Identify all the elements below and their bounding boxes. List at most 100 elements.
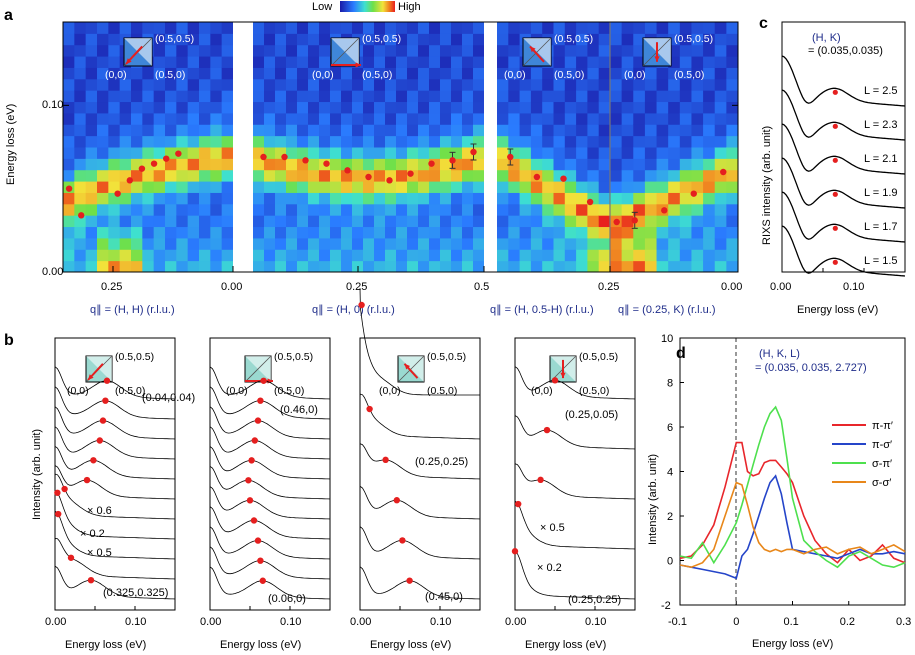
heatmap-cell [199,215,211,228]
peak-marker [428,160,435,167]
heatmap-cell [564,90,577,103]
heatmap-cell [679,192,692,205]
heatmap-cell [119,158,132,171]
b-spectrum [209,366,331,400]
bz-arrow-head [126,58,132,64]
heatmap-cell [253,192,265,205]
heatmap-cell [576,147,588,159]
heatmap-cell [621,215,634,228]
heatmap-cell [119,203,132,216]
heatmap-cell [374,44,386,57]
heatmap-cell [508,147,521,159]
heatmap-cell [275,215,287,228]
heatmap-cell [374,203,386,216]
heatmap-cell [210,90,223,103]
heatmap-cell [530,67,543,80]
heatmap-cell [679,124,692,137]
heatmap-cell [330,101,342,114]
heatmap-cell [553,44,566,57]
b-top-label: (0.25,0.25) [415,456,468,468]
heatmap-cell [564,112,577,125]
heatmap-cell [153,56,166,68]
heatmap-cell [275,135,287,148]
heatmap-cell [119,169,132,182]
b-scale-label: × 0.2 [537,562,562,574]
heatmap-cell [462,124,474,137]
heatmap-cell [97,90,109,103]
heatmap-cell [131,226,143,239]
heatmap-cell [374,90,386,103]
inset-2: (0.5,0.5) (0,0) (0.5,0) [504,33,593,81]
heatmap-cell [668,112,681,125]
heatmap-cell [153,237,166,250]
heatmap-cell [363,203,375,216]
heatmap-cell [275,56,287,68]
heatmap-cell [210,22,223,34]
heatmap-cell [385,33,397,46]
heatmap-cell [286,249,298,262]
heatmap-cell [97,169,109,182]
heatmap-cell [131,22,143,34]
heatmap-cell [473,249,485,262]
d-ytick-label: 4 [667,467,673,479]
heatmap-cell [691,215,704,228]
heatmap-cell [656,181,669,193]
heatmap-cell [714,112,727,125]
heatmap-cell [176,203,189,216]
heatmap-cell [587,56,600,68]
heatmap-cell [108,101,121,114]
heatmap-cell [576,56,588,68]
heatmap-cell [286,124,298,137]
heatmap-cell [119,192,132,205]
heatmap-cell [396,181,408,193]
bz-label-corner: (0.5,0.5) [362,33,401,45]
heatmap-cell [440,237,452,250]
heatmap-cell [598,44,611,57]
b-peak-marker [551,377,559,384]
heatmap-cell [264,112,276,125]
heatmap-cell [473,67,485,80]
heatmap-cell [374,158,386,171]
heatmap-cell [297,215,309,228]
heatmap-cell [264,44,276,57]
heatmap-cell [341,67,353,80]
heatmap-cell [85,203,98,216]
heatmap-cell [553,78,566,91]
heatmap-cell [374,22,386,34]
heatmap-cell [451,226,463,239]
heatmap-cell [542,169,554,182]
heatmap-cell [119,112,132,125]
heatmap-cell [691,33,704,46]
heatmap-cell [253,44,265,57]
heatmap-cell [633,249,646,262]
peak-marker [449,157,456,164]
heatmap-cell [633,78,646,91]
heatmap-cell [297,101,309,114]
heatmap-cell [576,237,588,250]
b-spectrum [54,490,176,540]
heatmap-cell [691,192,704,205]
heatmap-cell [363,33,375,46]
heatmap-cell [176,169,189,182]
heatmap-cell [308,147,320,159]
heatmap-cell [119,101,132,114]
heatmap-cell [407,112,419,125]
heatmap-cell [142,181,155,193]
gap-1 [233,22,253,272]
heatmap-cell [85,90,98,103]
heatmap-cell [297,158,309,171]
heatmap-cell [519,169,532,182]
heatmap-cell [374,215,386,228]
heatmap-cell [74,203,87,216]
heatmap-cell [330,22,342,34]
heatmap-cell [668,101,681,114]
heatmap-cell [319,181,331,193]
a-ylabel: Energy loss (eV) [5,104,17,185]
heatmap-cell [199,56,211,68]
heatmap-cell [553,192,566,205]
b-peak-marker [90,457,97,464]
heatmap-cell [462,158,474,171]
heatmap-cell [396,237,408,250]
heatmap-cell [108,124,121,137]
